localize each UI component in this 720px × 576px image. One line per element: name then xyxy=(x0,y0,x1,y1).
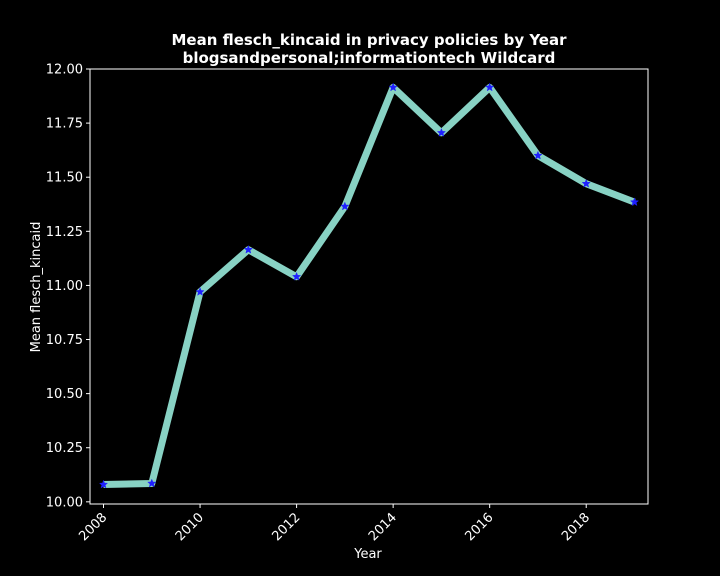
data-point-2011 xyxy=(243,244,253,254)
x-axis-label: Year xyxy=(353,547,382,562)
axes-frame xyxy=(89,68,649,505)
data-point-2015 xyxy=(436,127,447,137)
series-line xyxy=(103,83,636,489)
y-tick-label-6: 11.50 xyxy=(46,171,83,186)
chart-title-line1: Mean flesch_kincaid in privacy policies … xyxy=(171,31,567,49)
data-point-2009 xyxy=(147,478,157,488)
y-tick-label-0: 10.00 xyxy=(46,495,83,510)
y-tick-label-2: 10.50 xyxy=(46,387,83,402)
data-point-2013 xyxy=(340,201,350,211)
y-axis-label: Mean flesch_kincaid xyxy=(29,222,44,353)
data-point-2017 xyxy=(533,150,543,160)
data-point-2014 xyxy=(388,82,398,92)
y-tick-label-7: 11.75 xyxy=(46,117,83,132)
data-point-2010 xyxy=(195,287,205,296)
y-tick-label-3: 10.75 xyxy=(46,333,83,348)
data-point-2019 xyxy=(629,197,640,207)
y-tick-label-4: 11.00 xyxy=(46,279,83,294)
y-tick-label-5: 11.25 xyxy=(46,225,83,240)
data-point-2012 xyxy=(291,271,302,281)
data-point-2016 xyxy=(485,82,495,92)
chart-title-line2: blogsandpersonal;informationtech Wildcar… xyxy=(183,49,556,67)
data-point-2008 xyxy=(98,479,109,489)
y-tick-label-8: 12.00 xyxy=(46,63,83,78)
data-point-2018 xyxy=(581,178,591,188)
y-tick-label-1: 10.25 xyxy=(46,441,83,456)
